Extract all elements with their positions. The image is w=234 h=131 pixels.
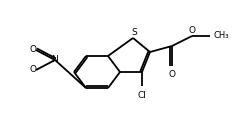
Text: Cl: Cl	[138, 91, 146, 100]
Text: O: O	[168, 70, 176, 79]
Text: N: N	[51, 56, 57, 64]
Text: CH₃: CH₃	[213, 31, 228, 40]
Text: S: S	[131, 28, 137, 37]
Text: O: O	[29, 66, 37, 75]
Text: O: O	[189, 26, 195, 35]
Text: O: O	[29, 45, 37, 54]
